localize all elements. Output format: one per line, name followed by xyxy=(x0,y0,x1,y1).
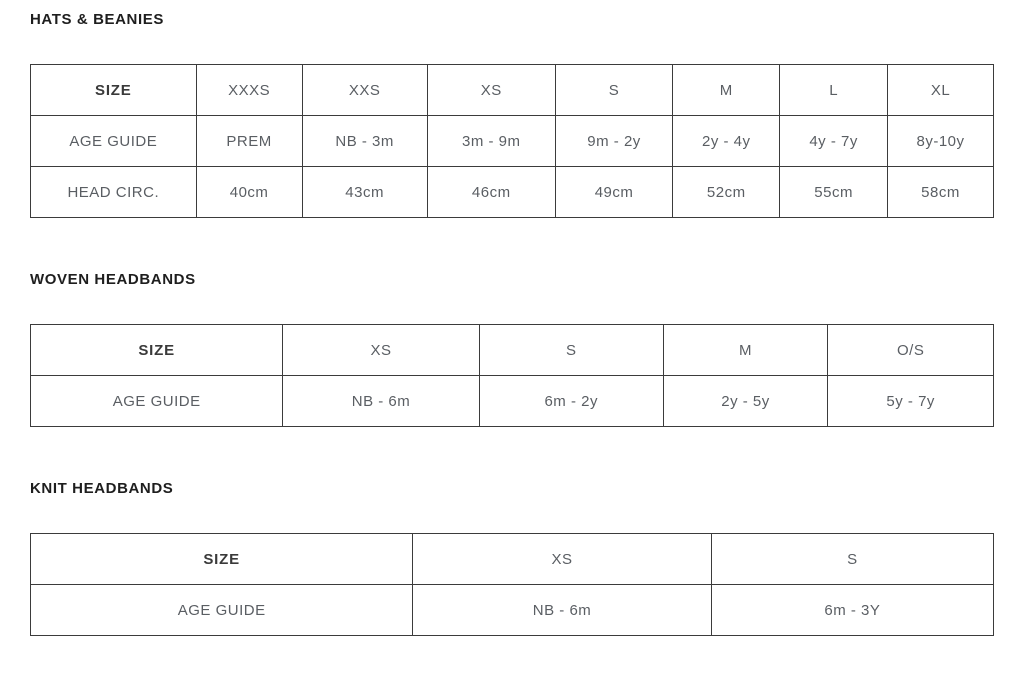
table-header-row: SIZE XXXS XXS XS S M L XL xyxy=(30,64,994,116)
table-header-row: SIZE XS S M O/S xyxy=(29,324,994,376)
value-cell: 5y - 7y xyxy=(827,375,994,427)
row-label-cell: HEAD CIRC. xyxy=(30,166,197,218)
value-cell: 3m - 9m xyxy=(426,115,556,167)
size-header-cell: SIZE xyxy=(29,324,284,376)
knit-headbands-size-table: SIZE XS S AGE GUIDE NB - 6m 6m - 3Y xyxy=(29,533,995,636)
section-woven-headbands: WOVEN HEADBANDS SIZE XS S M O/S AGE GUID… xyxy=(29,271,994,427)
col-header-cell: M xyxy=(662,324,829,376)
col-header-cell: M xyxy=(672,64,781,116)
size-header-cell: SIZE xyxy=(29,533,414,585)
col-header-cell: S xyxy=(554,64,674,116)
hats-beanies-size-table: SIZE XXXS XXS XS S M L XL AGE GUIDE PREM… xyxy=(30,64,994,218)
col-header-cell: XS xyxy=(412,533,712,585)
value-cell: 2y - 4y xyxy=(672,115,781,167)
row-label-cell: AGE GUIDE xyxy=(29,375,284,427)
value-cell: 43cm xyxy=(301,166,428,218)
value-cell: 49cm xyxy=(554,166,674,218)
value-cell: 8y-10y xyxy=(887,115,994,167)
woven-headbands-size-table: SIZE XS S M O/S AGE GUIDE NB - 6m 6m - 2… xyxy=(29,324,994,427)
table-header-row: SIZE XS S xyxy=(29,533,995,585)
value-cell: 58cm xyxy=(887,166,994,218)
row-label-cell: AGE GUIDE xyxy=(30,115,197,167)
col-header-cell: L xyxy=(779,64,889,116)
size-header-cell: SIZE xyxy=(30,64,197,116)
col-header-cell: XS xyxy=(426,64,556,116)
value-cell: 55cm xyxy=(779,166,889,218)
section-title-woven-headbands: WOVEN HEADBANDS xyxy=(30,271,196,288)
value-cell: 6m - 3Y xyxy=(710,584,995,636)
value-cell: 52cm xyxy=(672,166,781,218)
value-cell: 46cm xyxy=(426,166,556,218)
col-header-cell: XXXS xyxy=(195,64,303,116)
value-cell: 4y - 7y xyxy=(779,115,889,167)
value-cell: 40cm xyxy=(195,166,303,218)
value-cell: NB - 6m xyxy=(412,584,712,636)
col-header-cell: XS xyxy=(282,324,480,376)
value-cell: 6m - 2y xyxy=(478,375,664,427)
section-title-knit-headbands: KNIT HEADBANDS xyxy=(30,480,174,497)
section-hats-beanies: HATS & BEANIES SIZE XXXS XXS XS S M L XL… xyxy=(30,12,994,218)
row-label-cell: AGE GUIDE xyxy=(29,584,414,636)
col-header-cell: O/S xyxy=(827,324,994,376)
value-cell: NB - 6m xyxy=(282,375,480,427)
table-row-age-guide: AGE GUIDE NB - 6m 6m - 3Y xyxy=(29,584,995,636)
table-row-head-circ: HEAD CIRC. 40cm 43cm 46cm 49cm 52cm 55cm… xyxy=(30,166,994,218)
value-cell: 9m - 2y xyxy=(554,115,674,167)
value-cell: PREM xyxy=(195,115,303,167)
value-cell: 2y - 5y xyxy=(662,375,829,427)
section-title-hats-beanies: HATS & BEANIES xyxy=(30,11,164,28)
col-header-cell: S xyxy=(478,324,664,376)
col-header-cell: S xyxy=(710,533,995,585)
section-knit-headbands: KNIT HEADBANDS SIZE XS S AGE GUIDE NB - … xyxy=(29,480,995,636)
table-row-age-guide: AGE GUIDE NB - 6m 6m - 2y 2y - 5y 5y - 7… xyxy=(29,375,994,427)
value-cell: NB - 3m xyxy=(301,115,428,167)
col-header-cell: XL xyxy=(887,64,994,116)
table-row-age-guide: AGE GUIDE PREM NB - 3m 3m - 9m 9m - 2y 2… xyxy=(30,115,994,167)
col-header-cell: XXS xyxy=(301,64,428,116)
